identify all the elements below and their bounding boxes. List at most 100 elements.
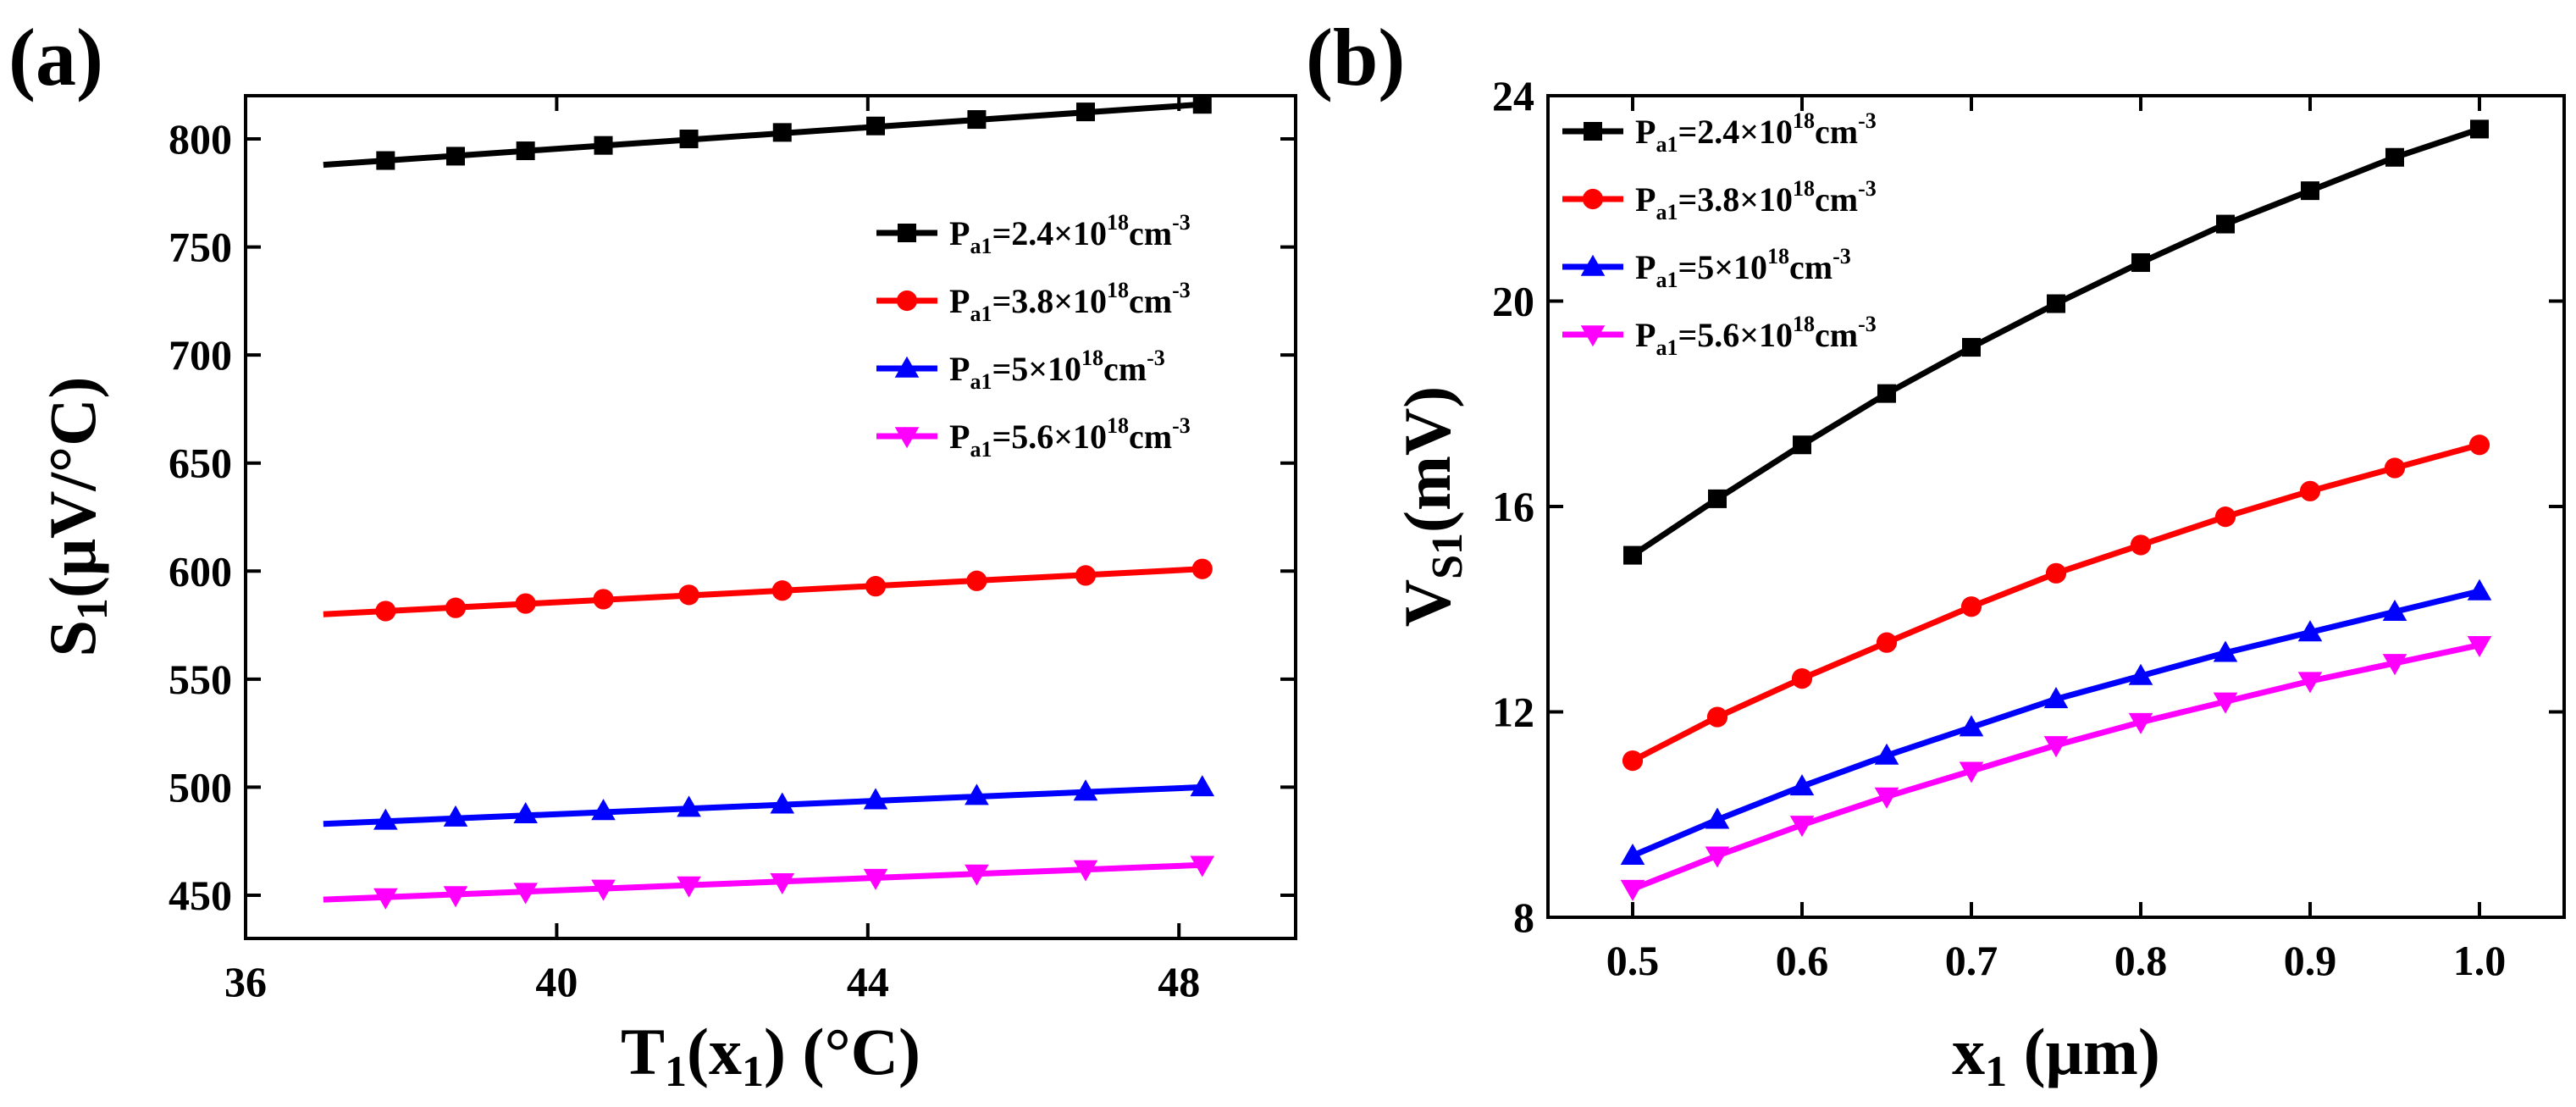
panel-a-series-3-point [513, 802, 538, 824]
panel-a-series-4-point [443, 886, 468, 908]
panel-a-series-4-point [373, 888, 398, 910]
panel-b-series-2-point [1876, 632, 1898, 653]
panel-b-series-4-point [2467, 635, 2492, 657]
panel-b-series-3-point [1705, 807, 1730, 829]
x-tick-label: 40 [535, 958, 578, 1005]
panel-b-series-2-point [1791, 667, 1813, 689]
y-tick-label: 600 [169, 547, 232, 595]
panel-b-series-1-point [2385, 147, 2404, 167]
panel-a-series-4-point [1073, 860, 1098, 882]
panel-b-ticks: 0.5 0.6 0.7 0.8 0.9 1.0 8 12 16 20 24 [1492, 72, 2564, 984]
panel-a-series-1-point [866, 116, 885, 136]
x-tick-label: 0.7 [1945, 937, 1998, 984]
y-tick-label: 20 [1492, 278, 1534, 325]
panel-a-series-4-line [323, 861, 1202, 903]
legend-item: Pa1=3.8×1018cm-3 [1562, 176, 1877, 224]
panel-a-series-1-point [1192, 95, 1212, 114]
panel-b-series-1-point [2216, 214, 2235, 234]
panel-a-series-2-point [593, 589, 614, 610]
panel-b-series-2-point [2045, 562, 2067, 584]
panel-a-series-3-point [1073, 779, 1098, 801]
panel-b-ylabel: VS1(mV) [1390, 386, 1472, 628]
legend-label: Pa1=3.8×1018cm-3 [1635, 176, 1877, 224]
panel-b-series-1-point [1708, 489, 1727, 508]
legend-label: Pa1=5.6×1018cm-3 [949, 413, 1191, 462]
panel-b-series-4-point [1959, 761, 1984, 783]
panel-b-series-4-point [2382, 654, 2407, 676]
panel-b-series-3-point [2213, 640, 2238, 662]
legend-label: Pa1=2.4×1018cm-3 [1635, 108, 1877, 157]
panel-a-series-3-point [965, 783, 989, 805]
panel-a-series-3-point [1190, 775, 1215, 797]
panel-a-series-3-point [770, 792, 795, 814]
panel-a-series-1-point [772, 123, 792, 142]
legend-item: Pa1=2.4×1018cm-3 [1562, 108, 1877, 157]
legend-label: Pa1=2.4×1018cm-3 [949, 210, 1191, 258]
panel-a-series-3-point [373, 808, 398, 830]
x-tick-label: 1.0 [2453, 937, 2507, 984]
panel-b-series-3-point [2297, 620, 2323, 642]
panel-b-series-3-point [2382, 599, 2407, 622]
panel-a-series-4-point [513, 883, 538, 905]
panel-a-series-1-point [594, 136, 613, 155]
panel-b-series-4-point [2297, 672, 2323, 694]
panel-a-series-2-point [1075, 565, 1097, 586]
panel-b-series-2-point [1622, 750, 1644, 772]
y-tick-label: 24 [1492, 72, 1534, 119]
y-tick-label: 650 [169, 440, 232, 487]
panel-b-series-3-point [1789, 774, 1815, 796]
legend-marker [1582, 188, 1604, 210]
panel-a-series-2-point [1191, 558, 1213, 579]
y-tick-label: 12 [1492, 689, 1534, 736]
legend-item: Pa1=5×1018cm-3 [876, 346, 1165, 394]
panel-b-series-3-point [2043, 687, 2069, 709]
panel-b-series-2-point [1960, 596, 1982, 617]
panel-b-series-3-point [1620, 843, 1645, 865]
y-tick-label: 550 [169, 656, 232, 703]
legend-marker [894, 427, 920, 449]
panel-b-series-1-point [1623, 545, 1642, 565]
panel-a-xlabel: T1(x1) (°C) [621, 1015, 920, 1096]
panel-a-series-2-point [375, 601, 396, 622]
panel-a-series-4-point [1190, 855, 1215, 877]
panel-b-xlabel: x1 (μm) [1952, 1015, 2160, 1096]
legend-item: Pa1=5×1018cm-3 [1562, 244, 1851, 292]
panel-b-series-1-point [1962, 338, 1981, 357]
panel-a-series-3-point [863, 788, 888, 810]
panel-b-plot-elements [1620, 119, 2492, 901]
panel-a-legend: Pa1=2.4×1018cm-3 Pa1=3.8×1018cm-3 Pa1=5×10… [876, 210, 1191, 462]
panel-a-series-1-line [323, 101, 1203, 169]
panel-a-series-2-point [865, 576, 887, 597]
legend-marker [894, 356, 920, 378]
panel-a-series-4-point [965, 864, 989, 886]
legend-item: Pa1=3.8×1018cm-3 [876, 278, 1191, 326]
legend-label: Pa1=5×1018cm-3 [1635, 244, 1851, 292]
panel-a-ticks: 36 40 44 48 450 500 550 600 650 700 750 800 [169, 96, 1296, 1005]
legend-item: Pa1=5.6×1018cm-3 [1562, 312, 1877, 360]
x-tick-label: 44 [847, 958, 889, 1005]
panel-b-series-3-point [2467, 578, 2492, 601]
panel-b-legend: Pa1=2.4×1018cm-3 Pa1=3.8×1018cm-3 Pa1=5×10… [1562, 108, 1877, 360]
panel-a-series-2-line [323, 566, 1202, 617]
panel-a-series-4-point [591, 879, 616, 901]
panel-a-series-1-point [679, 130, 699, 149]
panel-b-series-4-point [1620, 879, 1645, 901]
panel-b-series-4-point [1874, 787, 1899, 809]
legend-label: Pa1=5.6×1018cm-3 [1635, 312, 1877, 360]
panel-b-series-3-point [1874, 743, 1899, 765]
panel-b-series-1-point [2301, 181, 2319, 201]
y-tick-label: 8 [1513, 894, 1534, 941]
legend-label: Pa1=5×1018cm-3 [949, 346, 1165, 394]
panel-b-series-4-point [1789, 816, 1815, 838]
y-tick-label: 16 [1492, 483, 1534, 530]
panel-a-ylabel: S1(μV/°C) [36, 376, 117, 656]
panel-a-series-3-point [591, 799, 616, 821]
panel-a-series-2-point [771, 580, 793, 601]
panel-a-series-2-point [678, 584, 699, 606]
panel-a-label: (a) [8, 12, 103, 102]
x-tick-label: 36 [224, 958, 267, 1005]
panel-a-series-3-line [323, 783, 1202, 827]
panel-b-series-2-point [2130, 534, 2152, 556]
y-tick-label: 700 [169, 331, 232, 379]
